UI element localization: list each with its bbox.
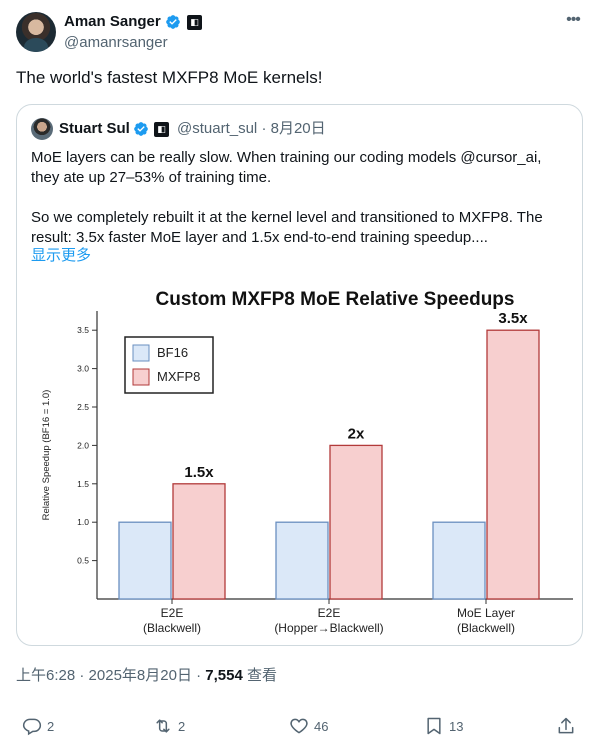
share-icon (558, 717, 574, 734)
quote-handle[interactable]: @stuart_sul (177, 120, 258, 137)
ellipsis-icon[interactable]: ••• (566, 11, 581, 28)
verified-badge-icon (134, 122, 148, 136)
x-tick-label: (Hopper→Blackwell) (274, 621, 383, 635)
quote-line: So we completely rebuilt it at the kerne… (31, 209, 543, 226)
timestamp-separator: · (79, 667, 85, 684)
affiliation-badge-icon: ◧ (154, 122, 169, 137)
quote-date[interactable]: 8月20日 (270, 120, 326, 137)
verified-badge-icon (166, 15, 180, 29)
repost-icon (156, 719, 170, 733)
x-tick-label: MoE Layer (457, 606, 515, 620)
timestamp-time[interactable]: 上午6:28 (16, 667, 76, 684)
timestamp-separator: · (196, 667, 202, 684)
quote-line: MoE layers can be really slow. When trai… (31, 149, 542, 166)
reply-button[interactable]: 2 (22, 716, 54, 736)
data-label: 2x (348, 425, 365, 442)
legend-swatch-bf16 (132, 344, 150, 362)
legend-label: BF16 (157, 345, 188, 360)
like-button[interactable]: 46 (289, 716, 328, 736)
bookmark-button[interactable]: 13 (424, 716, 463, 736)
tweet-timestamp: 上午6:28 · 2025年8月20日 · 7,554 查看 (16, 666, 277, 686)
x-tick-label: (Blackwell) (457, 621, 515, 635)
author-name[interactable]: Aman Sanger (64, 13, 161, 30)
y-tick-label: 1.5 (77, 479, 89, 489)
quoted-tweet[interactable]: Stuart Sul ◧ @stuart_sul · 8月20日 MoE lay… (16, 104, 583, 646)
reply-count: 2 (47, 718, 55, 734)
repost-button[interactable]: 2 (153, 716, 185, 736)
legend-swatch-mxfp8 (132, 368, 150, 386)
views-label: 查看 (247, 667, 278, 684)
affiliation-badge-icon: ◧ (187, 15, 202, 30)
data-label: 3.5x (498, 310, 528, 327)
like-count: 46 (314, 718, 329, 734)
data-label: 1.5x (184, 464, 214, 481)
bar-chart: Custom MXFP8 MoE Relative Speedups Relati… (41, 289, 573, 635)
quote-author-avatar[interactable] (31, 118, 53, 140)
y-tick-label: 3.0 (77, 364, 89, 374)
reply-icon (22, 718, 42, 736)
legend-label: MXFP8 (157, 369, 200, 384)
bar-bf16-1 (275, 521, 329, 600)
author-handle[interactable]: @amanrsanger (64, 34, 168, 51)
quote-text: MoE layers can be really slow. When trai… (31, 148, 571, 248)
views-count: 7,554 (205, 667, 243, 684)
x-tick-label: E2E (161, 606, 184, 620)
y-tick-label: 2.0 (77, 440, 89, 450)
quote-author-name[interactable]: Stuart Sul (59, 120, 130, 137)
x-tick-label: (Blackwell) (143, 621, 201, 635)
share-button[interactable] (556, 716, 581, 736)
bar-mxfp8-1 (329, 444, 383, 600)
y-tick-label: 0.5 (77, 556, 89, 566)
bookmark-icon (427, 717, 441, 735)
y-tick-label: 3.5 (77, 325, 89, 335)
quote-meta: @stuart_sul · 8月20日 (177, 119, 326, 139)
bookmark-count: 13 (449, 718, 464, 734)
repost-count: 2 (178, 718, 186, 734)
heart-icon (290, 718, 308, 734)
meta-separator: · (261, 120, 267, 137)
bar-mxfp8-0 (172, 483, 226, 600)
bar-bf16-2 (432, 521, 486, 600)
timestamp-date[interactable]: 2025年8月20日 (88, 667, 192, 684)
quote-line: result: 3.5x faster MoE layer and 1.5x e… (31, 229, 488, 246)
bar-bf16-0 (118, 521, 172, 600)
y-tick-label: 2.5 (77, 402, 89, 412)
x-tick-label: E2E (318, 606, 341, 620)
quote-line: they ate up 27–53% of training time. (31, 169, 272, 186)
chart-title: Custom MXFP8 MoE Relative Speedups (156, 289, 515, 310)
y-axis-label: Relative Speedup (BF16 = 1.0) (41, 390, 52, 521)
y-tick-label: 1.0 (77, 517, 89, 527)
bar-mxfp8-2 (486, 329, 540, 600)
show-more-link[interactable]: 显示更多 (31, 247, 92, 264)
author-avatar[interactable] (16, 12, 56, 52)
tweet-text: The world's fastest MXFP8 MoE kernels! (16, 68, 323, 87)
